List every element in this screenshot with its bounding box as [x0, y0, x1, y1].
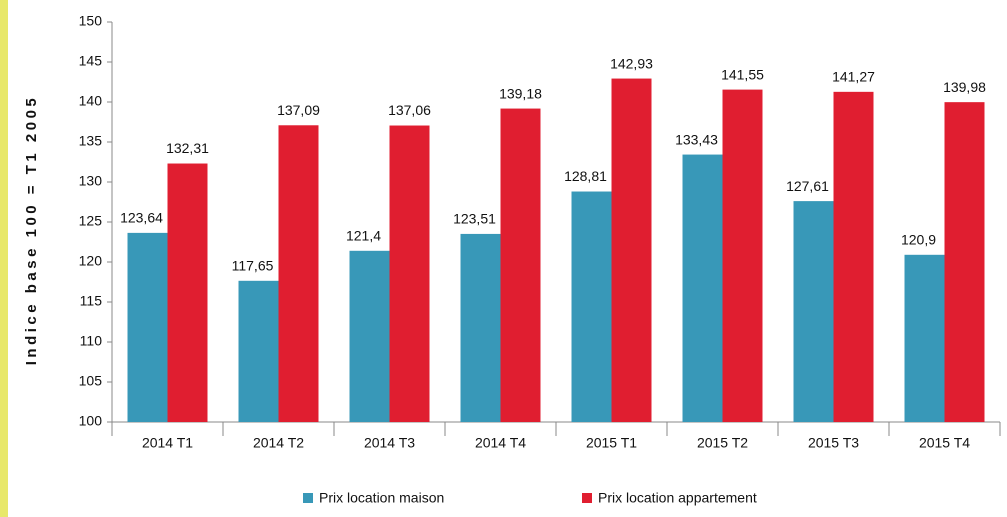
legend-swatch — [303, 493, 313, 503]
value-label: 133,43 — [675, 131, 718, 147]
y-tick-label: 145 — [79, 53, 103, 69]
value-label: 139,98 — [943, 79, 986, 95]
value-label: 120,9 — [901, 232, 936, 248]
y-tick-label: 110 — [80, 333, 103, 349]
bar — [793, 201, 834, 422]
bar — [682, 154, 723, 422]
value-label: 141,55 — [721, 66, 764, 82]
value-label: 142,93 — [610, 55, 653, 71]
bar — [944, 102, 985, 422]
bar — [349, 250, 390, 422]
legend-label: Prix location appartement — [598, 490, 757, 506]
value-label: 123,64 — [120, 210, 163, 226]
x-tick-label: 2015 T1 — [586, 435, 637, 451]
y-tick-label: 120 — [79, 253, 103, 269]
x-tick-label: 2014 T4 — [475, 435, 526, 451]
x-tick-label: 2015 T4 — [919, 435, 970, 451]
side-bar — [0, 0, 8, 517]
value-label: 127,61 — [786, 178, 829, 194]
bar — [571, 191, 612, 422]
value-label: 121,4 — [346, 228, 381, 244]
bar — [278, 125, 319, 422]
value-label: 137,09 — [277, 102, 320, 118]
value-label: 123,51 — [453, 211, 496, 227]
bar — [722, 89, 763, 422]
y-tick-label: 100 — [79, 413, 103, 429]
bar — [127, 232, 168, 422]
y-axis-label: Indice base 100 = T1 2005 — [23, 95, 40, 366]
bar — [460, 233, 501, 422]
value-label: 128,81 — [564, 168, 607, 184]
bar — [833, 91, 874, 422]
x-tick-label: 2014 T3 — [364, 435, 415, 451]
y-tick-label: 105 — [79, 373, 103, 389]
x-tick-label: 2014 T1 — [142, 435, 193, 451]
value-label: 132,31 — [166, 140, 209, 156]
legend-swatch — [582, 493, 592, 503]
value-label: 117,65 — [232, 258, 274, 274]
bar — [167, 163, 208, 422]
value-label: 139,18 — [499, 85, 542, 101]
y-tick-label: 150 — [79, 13, 103, 29]
bar — [611, 78, 652, 422]
y-tick-label: 130 — [79, 173, 103, 189]
x-tick-label: 2015 T3 — [808, 435, 859, 451]
value-label: 141,27 — [832, 69, 875, 85]
y-tick-label: 140 — [79, 93, 103, 109]
bar — [904, 254, 945, 422]
bar — [389, 125, 430, 423]
legend-label: Prix location maison — [319, 490, 444, 506]
y-tick-label: 135 — [79, 133, 103, 149]
bar — [238, 280, 279, 422]
x-tick-label: 2014 T2 — [253, 435, 304, 451]
bar — [500, 108, 541, 422]
value-label: 137,06 — [388, 102, 431, 118]
y-tick-label: 125 — [79, 213, 103, 229]
y-tick-label: 115 — [80, 293, 103, 309]
x-tick-label: 2015 T2 — [697, 435, 748, 451]
